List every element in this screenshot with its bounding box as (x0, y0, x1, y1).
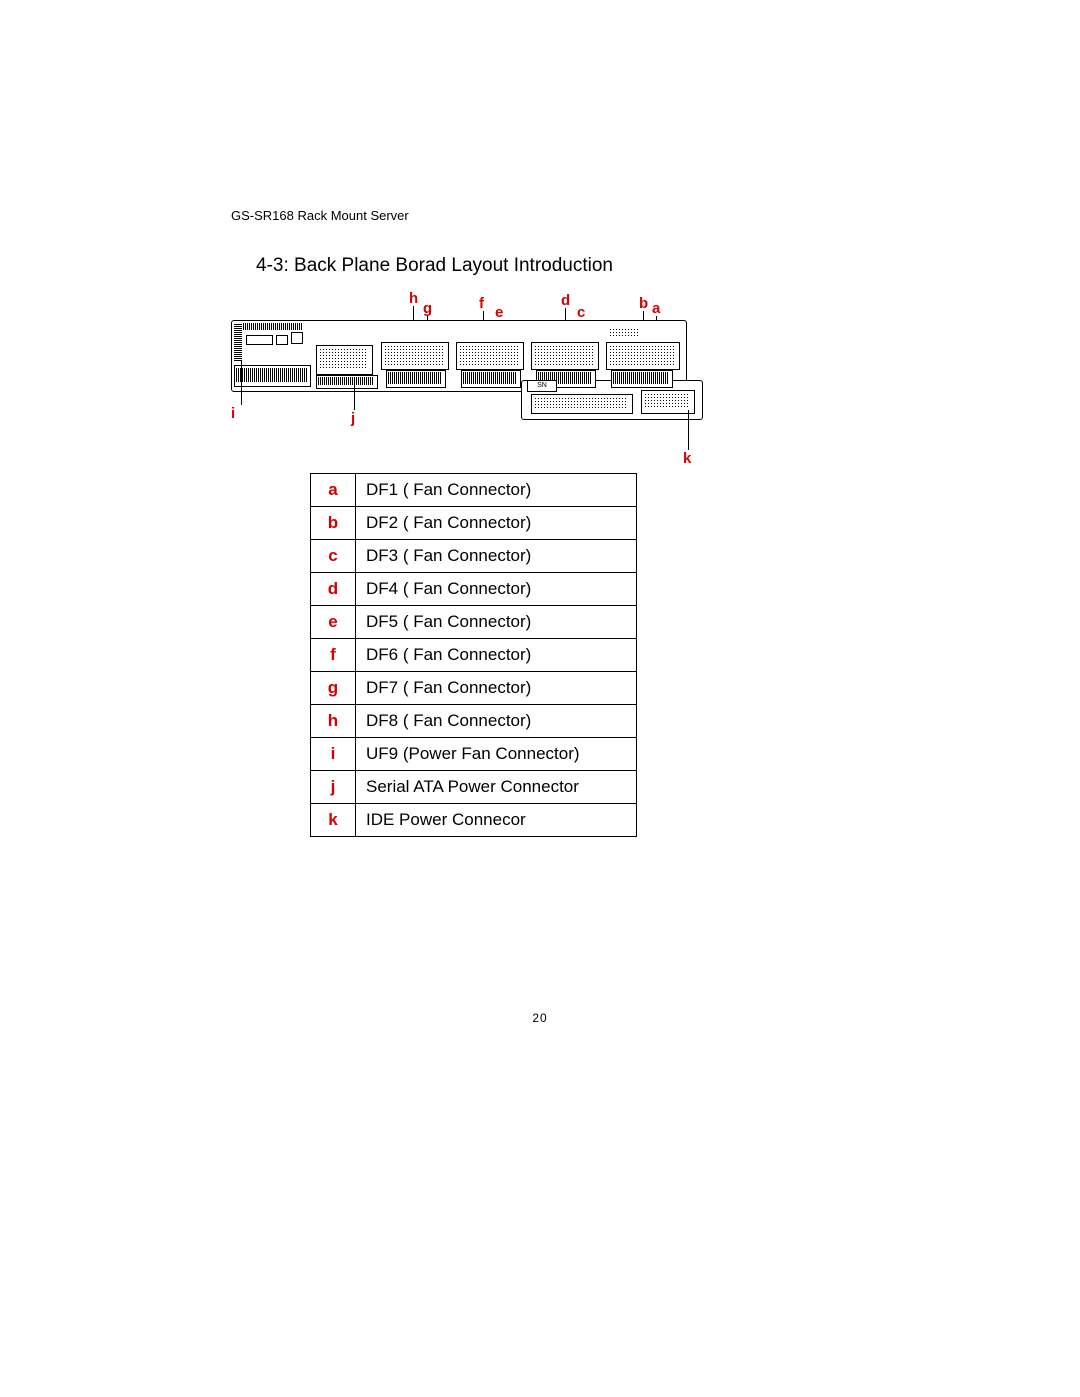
diagram-label-k: k (683, 450, 691, 467)
table-key: k (311, 804, 356, 837)
table-key: i (311, 738, 356, 771)
leader-line (241, 360, 242, 405)
table-value: DF2 ( Fan Connector) (356, 507, 637, 540)
table-row: kIDE Power Connecor (311, 804, 637, 837)
pcb-detail (644, 393, 690, 409)
sn-label-box: SN (527, 380, 557, 392)
connector-table: aDF1 ( Fan Connector)bDF2 ( Fan Connecto… (310, 473, 637, 837)
table-value: Serial ATA Power Connector (356, 771, 637, 804)
pcb-detail (319, 348, 368, 370)
pcb-detail (463, 372, 517, 384)
table-key: a (311, 474, 356, 507)
diagram-label-a: a (652, 300, 660, 317)
table-row: eDF5 ( Fan Connector) (311, 606, 637, 639)
pcb-detail (534, 397, 628, 409)
diagram-label-g: g (423, 300, 432, 317)
table-key: h (311, 705, 356, 738)
table-value: DF8 ( Fan Connector) (356, 705, 637, 738)
pcb-detail (318, 377, 374, 385)
table-row: gDF7 ( Fan Connector) (311, 672, 637, 705)
diagram-label-c: c (577, 304, 585, 321)
table-row: fDF6 ( Fan Connector) (311, 639, 637, 672)
page-number: 20 (0, 1011, 1080, 1025)
table-key: d (311, 573, 356, 606)
table-value: IDE Power Connecor (356, 804, 637, 837)
diagram-label-j: j (351, 410, 355, 427)
pcb-detail (234, 323, 242, 361)
diagram-label-f: f (479, 295, 484, 312)
document-page: GS-SR168 Rack Mount Server 4-3: Back Pla… (0, 0, 1080, 1397)
table-key: c (311, 540, 356, 573)
table-row: dDF4 ( Fan Connector) (311, 573, 637, 606)
table-key: b (311, 507, 356, 540)
pcb-detail (276, 335, 288, 345)
table-row: iUF9 (Power Fan Connector) (311, 738, 637, 771)
page-header: GS-SR168 Rack Mount Server (231, 208, 409, 223)
table-value: DF6 ( Fan Connector) (356, 639, 637, 672)
pcb-detail (246, 335, 273, 345)
backplane-diagram: h g f e d c b a (231, 300, 701, 430)
pcb-detail (291, 332, 303, 344)
pcb-detail (613, 372, 669, 384)
table-value: DF4 ( Fan Connector) (356, 573, 637, 606)
pcb-detail (609, 345, 675, 365)
table-key: e (311, 606, 356, 639)
pcb-detail (534, 345, 594, 365)
pcb-detail (459, 345, 519, 365)
pcb-detail (388, 372, 442, 384)
table-row: cDF3 ( Fan Connector) (311, 540, 637, 573)
table-value: DF3 ( Fan Connector) (356, 540, 637, 573)
diagram-label-h: h (409, 290, 418, 307)
table-value: DF5 ( Fan Connector) (356, 606, 637, 639)
leader-line (354, 378, 355, 410)
table-value: DF7 ( Fan Connector) (356, 672, 637, 705)
pcb-detail (243, 323, 303, 330)
diagram-label-e: e (495, 304, 503, 321)
table-row: jSerial ATA Power Connector (311, 771, 637, 804)
pcb-detail (609, 328, 639, 336)
table-row: aDF1 ( Fan Connector) (311, 474, 637, 507)
table-row: hDF8 ( Fan Connector) (311, 705, 637, 738)
table-row: bDF2 ( Fan Connector) (311, 507, 637, 540)
diagram-label-b: b (639, 295, 648, 312)
pcb-detail (384, 345, 444, 365)
section-title: 4-3: Back Plane Borad Layout Introductio… (256, 255, 613, 277)
table-value: UF9 (Power Fan Connector) (356, 738, 637, 771)
table-key: g (311, 672, 356, 705)
pcb-detail (236, 368, 307, 382)
diagram-label-d: d (561, 292, 570, 309)
table-key: j (311, 771, 356, 804)
table-key: f (311, 639, 356, 672)
diagram-label-i: i (231, 405, 235, 422)
table-value: DF1 ( Fan Connector) (356, 474, 637, 507)
leader-line (688, 410, 689, 450)
